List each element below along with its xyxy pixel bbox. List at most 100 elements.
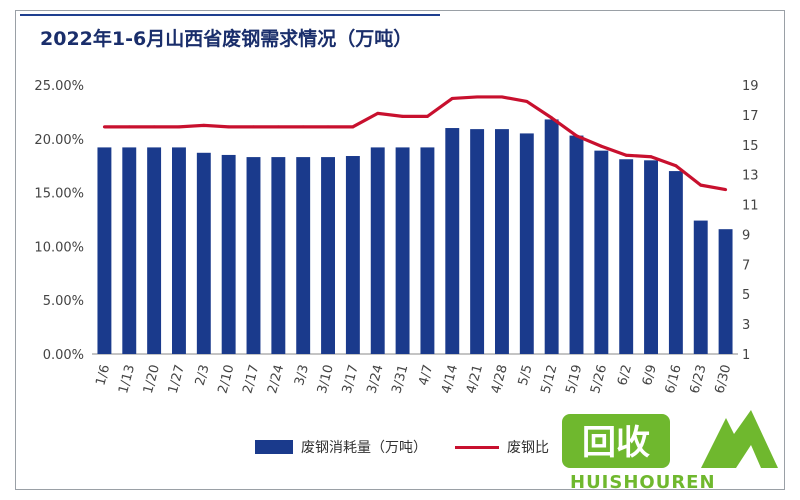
legend-bar-label: 废钢消耗量（万吨） (301, 440, 427, 456)
x-tick-label: 6/23 (688, 363, 710, 395)
y-right-tick-label: 13 (742, 169, 759, 184)
bar (172, 147, 186, 354)
bar (370, 147, 385, 354)
x-tick-label: 5/26 (588, 363, 610, 395)
x-tick-label: 1/6 (93, 363, 113, 387)
bar (97, 147, 112, 354)
watermark-brand: HUISHOUREN (570, 472, 716, 493)
watermark-logo-icon: 回收 (562, 410, 778, 468)
line-point (475, 95, 479, 99)
bar (594, 150, 609, 354)
x-tick-label: 1/27 (166, 363, 188, 395)
y-right-tick-label: 11 (742, 199, 759, 214)
x-tick-label: 4/21 (464, 363, 486, 395)
line-point (699, 183, 703, 187)
bar (693, 220, 708, 354)
line-point (301, 125, 305, 129)
bar (470, 129, 485, 354)
y-left-tick-label: 0.00% (43, 348, 84, 363)
bar (619, 159, 634, 354)
line-point (227, 125, 231, 129)
x-tick-label: 6/30 (712, 363, 734, 395)
y-left-tick-label: 25.00% (34, 79, 84, 94)
bar (420, 147, 435, 354)
bar (544, 119, 559, 354)
x-tick-label: 4/28 (489, 363, 511, 395)
x-tick-label: 2/3 (193, 363, 213, 387)
x-tick-label: 5/5 (516, 363, 536, 387)
bar (668, 171, 683, 354)
line-point (550, 116, 554, 120)
x-tick-label: 6/9 (640, 363, 660, 387)
watermark-logo-text: 回收 (582, 423, 650, 463)
x-tick-label: 3/24 (365, 363, 387, 395)
bar (495, 129, 509, 354)
bar (246, 157, 261, 354)
x-tick-label: 2/24 (265, 363, 287, 395)
y-right-tick-label: 17 (742, 109, 759, 124)
y-right-tick-label: 5 (742, 288, 750, 303)
line-point (674, 164, 678, 168)
y-right-tick-label: 15 (742, 139, 759, 154)
watermark-logo: 回收 HUISHOUREN (556, 400, 786, 495)
bar (196, 152, 211, 354)
x-tick-label: 3/31 (389, 363, 411, 395)
title-rule (20, 14, 440, 16)
bar (718, 229, 733, 354)
x-tick-label: 5/12 (538, 363, 560, 395)
line-point (252, 125, 255, 129)
bar (122, 147, 137, 354)
x-tick-label: 5/19 (563, 363, 585, 395)
line-point (202, 123, 206, 127)
line-point (599, 144, 603, 148)
x-tick-label: 3/10 (315, 363, 337, 395)
y-right-tick-label: 19 (742, 79, 759, 94)
bar (296, 157, 311, 354)
x-tick-label: 4/14 (439, 363, 461, 395)
line-point (575, 134, 578, 138)
line-point (127, 125, 131, 129)
line-series (104, 95, 726, 192)
x-tick-label: 2/10 (215, 363, 237, 395)
x-tick-label: 3/3 (292, 363, 312, 387)
x-tick-label: 1/20 (141, 363, 163, 395)
line-point (525, 99, 529, 103)
line-point (152, 125, 156, 129)
bar (271, 157, 286, 354)
bar (445, 128, 460, 354)
y-left-tick-label: 10.00% (34, 240, 84, 255)
bar (221, 154, 236, 354)
line-point (276, 125, 280, 129)
bar (569, 135, 584, 354)
y-right-tick-label: 7 (742, 258, 750, 273)
x-tick-label: 6/16 (663, 363, 685, 395)
chart-title: 2022年1-6月山西省废钢需求情况（万吨） (40, 28, 413, 50)
line-point (102, 125, 106, 129)
y-left-tick-label: 5.00% (43, 294, 84, 309)
line-point (177, 125, 181, 129)
line-point (500, 95, 504, 99)
legend-line-label: 废钢比 (507, 440, 549, 456)
bar (147, 147, 162, 354)
x-tick-label: 2/17 (240, 363, 262, 395)
legend-bar-swatch (255, 440, 293, 454)
bar (345, 156, 360, 354)
line-point (425, 114, 429, 118)
line-point (351, 125, 355, 129)
line-point (724, 188, 728, 192)
x-tick-label: 3/17 (340, 363, 362, 395)
bar (321, 157, 335, 354)
x-tick-label: 1/13 (116, 363, 138, 395)
y-left-tick-label: 15.00% (34, 187, 84, 202)
bar (519, 133, 534, 354)
y-right-tick-label: 1 (742, 348, 750, 363)
bar (644, 160, 658, 354)
x-tick-label: 4/7 (416, 363, 436, 387)
line-point (450, 96, 454, 100)
y-right-tick-label: 9 (742, 228, 750, 243)
line-point (624, 153, 628, 157)
line-point (401, 114, 405, 118)
y-left-tick-label: 20.00% (34, 133, 84, 148)
bar (395, 147, 410, 354)
legend-line-swatch (455, 446, 499, 449)
